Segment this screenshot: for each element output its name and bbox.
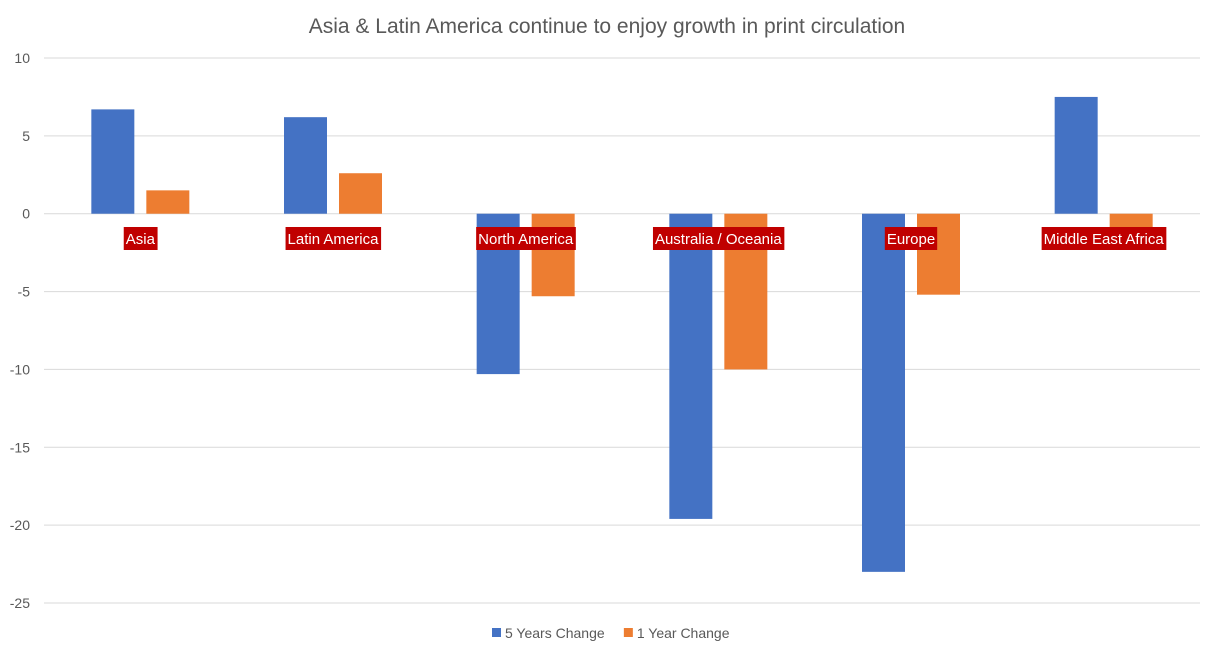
bar-one-year-4 [917, 213, 960, 295]
y-tick-label: -15 [10, 439, 30, 455]
legend-swatch [492, 628, 501, 637]
bar-one-year-0 [146, 190, 190, 214]
y-tick-label: -5 [18, 284, 31, 300]
category-label: Middle East Africa [1041, 227, 1167, 250]
category-label-background [123, 227, 158, 250]
category-label: Europe [884, 227, 938, 250]
y-tick-label: -20 [10, 517, 30, 533]
category-label-text: Australia / Oceania [655, 231, 782, 248]
category-label: North America [476, 227, 576, 250]
bar-five-year-3 [669, 213, 713, 519]
bar-five-year-1 [284, 117, 327, 214]
category-label-text: Asia [126, 231, 156, 248]
category-label-background [1041, 227, 1167, 250]
bar-five-year-4 [862, 213, 905, 572]
category-labels: Asia Latin America North America Australia … [123, 227, 1167, 250]
gridlines [44, 57, 1200, 604]
category-label-text: Europe [887, 231, 935, 248]
bars [91, 96, 1153, 572]
legend-label: 5 Years Change [505, 625, 605, 641]
legend-label: 1 Year Change [637, 625, 730, 641]
bar-five-year-0 [91, 109, 135, 214]
y-tick-label: -10 [10, 361, 30, 377]
category-label: Latin America [285, 227, 382, 250]
bar-one-year-2 [531, 213, 575, 297]
category-label-background [652, 227, 785, 250]
category-label-text: North America [478, 231, 574, 248]
legend-swatch [623, 628, 633, 637]
category-label: Australia / Oceania [652, 227, 785, 250]
category-label-background [884, 227, 938, 250]
category-label-background [285, 227, 382, 250]
y-axis: 10 5 0 -5 -10 -15 -20 -25 [10, 50, 30, 611]
y-tick-label: 5 [22, 128, 30, 144]
bar-five-year-5 [1054, 96, 1098, 214]
category-label: Asia [123, 227, 158, 250]
category-label-background [476, 227, 576, 250]
chart-title: Asia & Latin America continue to enjoy g… [309, 15, 905, 38]
category-label-text: Latin America [288, 231, 380, 248]
category-label-text: Middle East Africa [1044, 231, 1165, 248]
legend: 5 Years Change 1 Year Change [492, 625, 730, 641]
y-tick-label: -25 [10, 595, 30, 611]
bar-one-year-1 [339, 173, 382, 214]
y-tick-label: 10 [14, 50, 30, 66]
y-tick-label: 0 [22, 206, 30, 222]
